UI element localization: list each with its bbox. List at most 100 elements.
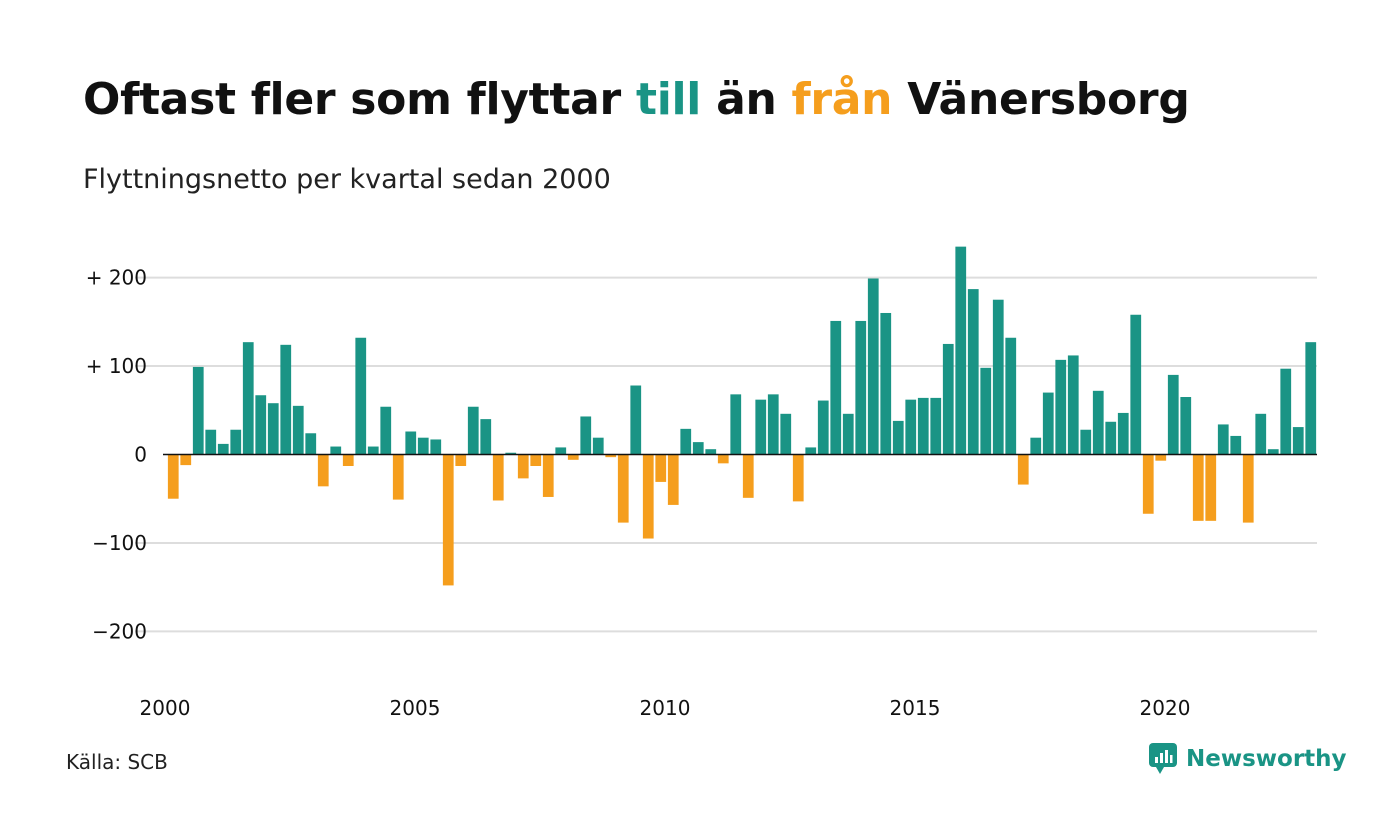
bar [505,452,517,455]
bar [317,454,329,487]
bar-chart: + 200 + 100 0 −100 −200 2000 2005 2010 2015 2020 [86,246,1317,720]
bar [1130,314,1142,455]
bar [180,454,192,466]
bar [1192,454,1204,521]
bar [480,419,492,455]
bar [242,342,254,455]
bar [855,320,867,455]
bar [755,399,767,455]
bar [917,397,929,455]
bar [642,454,654,539]
bar [1030,437,1042,455]
bar [630,385,642,455]
x-tick-label: 2000 [140,696,191,720]
bar [467,406,479,455]
bar [830,320,842,455]
bar [442,454,454,586]
bar [1080,429,1092,455]
bar [680,428,692,455]
bar [1005,337,1017,455]
bar [1155,454,1167,461]
y-tick-label: 0 [134,443,147,467]
bar [517,454,529,479]
bar [1217,424,1229,455]
bar [492,454,504,501]
bar [1242,454,1254,523]
bar [330,446,342,455]
bar [1092,390,1104,455]
bar [992,299,1004,455]
bar [1305,342,1317,455]
brand-logo: Newsworthy [1148,742,1347,776]
x-tick-label: 2005 [390,696,441,720]
y-tick-label: + 100 [86,354,147,378]
bar [1267,449,1279,455]
bar [955,246,967,455]
bar [692,442,704,455]
bar [967,289,979,455]
bar [905,399,917,455]
bar [617,454,629,523]
bar [1105,421,1117,455]
source-note: Källa: SCB [66,750,168,774]
bar [430,439,442,455]
bar [342,454,354,466]
bar [1067,355,1079,455]
bar [392,454,404,500]
bar [1230,435,1242,455]
x-tick-label: 2015 [890,696,941,720]
bar [980,367,992,455]
bar [592,437,604,455]
bar [880,312,892,455]
bar [267,403,279,455]
chart-subtitle: Flyttningsnetto per kvartal sedan 2000 [83,164,611,195]
bar [555,447,567,455]
bar [930,397,942,455]
bar [605,454,617,458]
bar [217,443,229,455]
x-tick-label: 2010 [640,696,691,720]
bar [767,394,779,455]
bar [230,429,242,455]
bar [1017,454,1029,485]
bar [455,454,467,466]
bar [792,454,804,502]
bar [892,420,904,455]
bar [542,454,554,497]
bar [742,454,754,498]
bar [1205,454,1217,521]
bar [842,413,854,455]
y-tick-label: + 200 [86,266,147,290]
title-till: till [635,74,702,125]
bar [167,454,179,499]
bar [805,447,817,455]
bar [1180,397,1192,455]
bar [192,366,204,455]
bar [280,344,292,455]
newsworthy-logo-icon [1149,743,1177,774]
bar [530,454,542,466]
bar [867,278,879,455]
bar [305,433,317,455]
bar [817,400,829,455]
title-part-1: Oftast fler som flyttar [83,74,636,125]
bar [667,454,679,505]
bar [1117,412,1129,455]
bar [1255,413,1267,455]
bar [730,394,742,455]
brand-name: Newsworthy [1186,746,1347,772]
y-tick-label: −200 [92,619,147,643]
bar [380,406,392,455]
bar [405,431,417,455]
x-tick-label: 2020 [1140,696,1191,720]
bar [1055,359,1067,455]
bar [780,413,792,455]
title-fran: från [791,74,893,125]
chart-title: Oftast fler som flyttar till än från Vän… [83,74,1190,125]
bar [1142,454,1154,514]
bar [1167,374,1179,455]
bar [580,416,592,455]
bar [705,449,717,455]
bar [355,337,367,455]
title-part-3: Vänersborg [892,74,1190,125]
